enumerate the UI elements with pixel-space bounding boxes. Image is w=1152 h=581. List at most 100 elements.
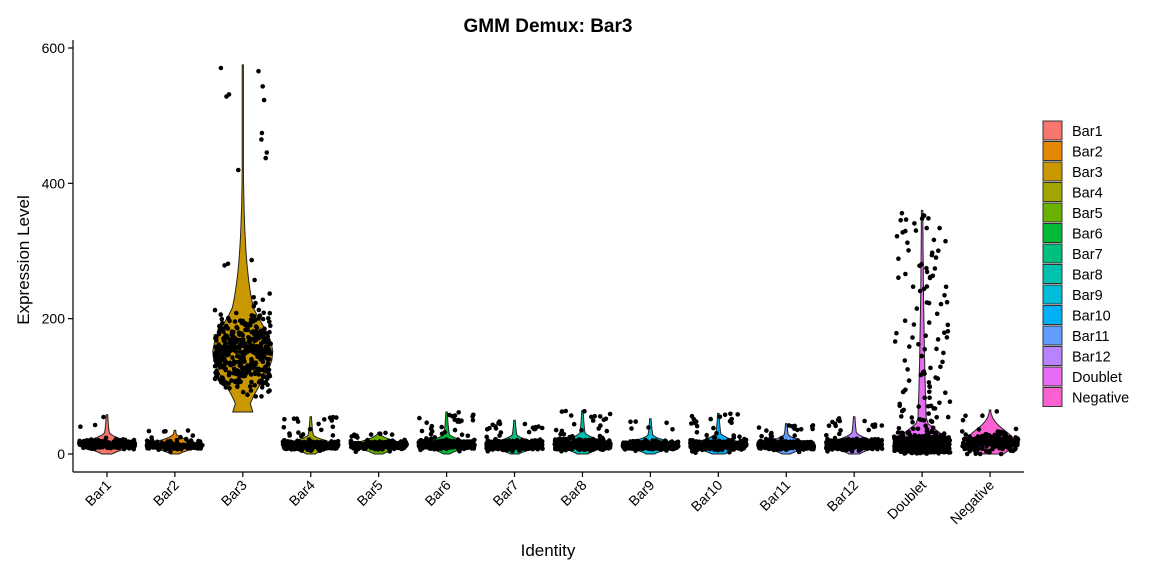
point-bar5 <box>352 441 358 446</box>
point-bar9 <box>646 425 651 430</box>
point-bar3 <box>227 362 233 368</box>
point-bar8 <box>565 442 571 447</box>
point-doublet <box>898 449 904 455</box>
point-bar6 <box>465 433 471 439</box>
legend-key-bar12 <box>1042 346 1063 366</box>
point-bar7 <box>506 444 512 450</box>
point-bar11 <box>797 443 803 449</box>
y-tick-label: 600 <box>42 40 66 56</box>
point-bar10 <box>705 446 710 451</box>
point-bar7 <box>540 446 545 451</box>
point-bar10 <box>722 412 728 418</box>
point-doublet <box>907 344 912 349</box>
point-doublet <box>914 306 920 311</box>
point-bar3 <box>259 130 265 136</box>
point-doublet <box>926 320 932 325</box>
x-tick-label-bar9: Bar9 <box>625 477 657 509</box>
point-bar3 <box>251 314 257 319</box>
point-doublet <box>934 311 940 317</box>
point-bar11 <box>787 443 793 448</box>
point-bar12 <box>833 423 838 429</box>
point-bar6 <box>461 446 467 452</box>
point-bar4 <box>305 447 310 453</box>
point-negative <box>984 432 989 437</box>
x-tick-label-bar12: Bar12 <box>824 477 862 515</box>
point-doublet <box>941 350 946 356</box>
x-tick-label-bar2: Bar2 <box>150 477 182 509</box>
point-bar3 <box>220 320 225 326</box>
point-bar7 <box>533 444 539 449</box>
point-doublet <box>924 269 930 275</box>
point-negative <box>1010 448 1016 454</box>
point-bar3 <box>256 68 261 74</box>
point-negative <box>1013 435 1018 440</box>
point-bar8 <box>583 442 589 447</box>
point-bar3 <box>248 317 254 322</box>
point-bar1 <box>121 442 127 448</box>
point-negative <box>994 409 1000 414</box>
point-bar4 <box>299 441 304 446</box>
point-doublet <box>903 217 909 222</box>
point-bar9 <box>625 446 631 451</box>
point-bar3 <box>230 336 236 341</box>
point-bar7 <box>529 442 534 448</box>
point-bar10 <box>693 419 699 424</box>
point-bar7 <box>533 426 538 432</box>
point-bar10 <box>736 443 742 449</box>
point-doublet <box>918 449 924 455</box>
point-bar11 <box>772 446 778 452</box>
point-doublet <box>930 425 936 431</box>
point-doublet <box>924 300 930 305</box>
point-bar3 <box>234 349 239 355</box>
point-bar3 <box>261 310 267 316</box>
point-bar8 <box>598 423 603 428</box>
point-bar4 <box>332 443 338 449</box>
point-bar3 <box>252 347 258 352</box>
point-bar12 <box>875 442 881 447</box>
point-bar3 <box>229 378 234 383</box>
point-bar3 <box>239 320 245 326</box>
point-bar1 <box>120 437 126 442</box>
point-bar10 <box>711 425 716 431</box>
point-bar8 <box>597 414 603 419</box>
point-bar3 <box>253 394 258 399</box>
point-bar3 <box>243 327 248 333</box>
point-bar1 <box>101 414 106 420</box>
point-bar3 <box>251 360 256 366</box>
point-bar9 <box>657 443 662 449</box>
legend-key-negative <box>1042 387 1063 407</box>
point-bar12 <box>825 443 830 449</box>
point-bar7 <box>491 443 497 449</box>
point-bar3 <box>260 339 266 345</box>
point-bar3 <box>256 380 262 385</box>
point-doublet <box>906 248 911 253</box>
point-doublet <box>897 403 902 409</box>
point-doublet <box>945 414 951 420</box>
point-bar8 <box>598 437 604 443</box>
point-bar5 <box>369 442 374 448</box>
point-doublet <box>936 248 941 253</box>
point-bar1 <box>97 445 102 450</box>
point-doublet <box>924 225 929 231</box>
point-negative <box>989 437 994 442</box>
point-doublet <box>940 359 945 365</box>
point-doublet <box>935 337 941 342</box>
point-doublet <box>899 414 904 419</box>
legend-key-bar10 <box>1042 305 1063 325</box>
point-bar3 <box>257 347 263 353</box>
point-doublet <box>920 434 925 439</box>
point-bar3 <box>253 317 258 323</box>
point-doublet <box>917 263 922 269</box>
point-bar9 <box>648 444 653 450</box>
point-doublet <box>902 318 908 324</box>
point-bar3 <box>213 335 218 341</box>
point-bar4 <box>309 444 315 450</box>
point-bar12 <box>826 423 832 429</box>
legend-key-doublet <box>1042 366 1063 387</box>
point-bar4 <box>316 447 321 452</box>
point-bar12 <box>862 418 867 424</box>
point-bar3 <box>223 340 228 346</box>
point-bar4 <box>326 442 331 448</box>
point-bar7 <box>523 445 529 451</box>
point-bar3 <box>265 348 270 353</box>
